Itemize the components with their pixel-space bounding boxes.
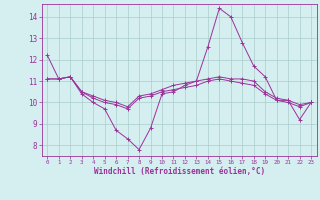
X-axis label: Windchill (Refroidissement éolien,°C): Windchill (Refroidissement éolien,°C) <box>94 167 265 176</box>
